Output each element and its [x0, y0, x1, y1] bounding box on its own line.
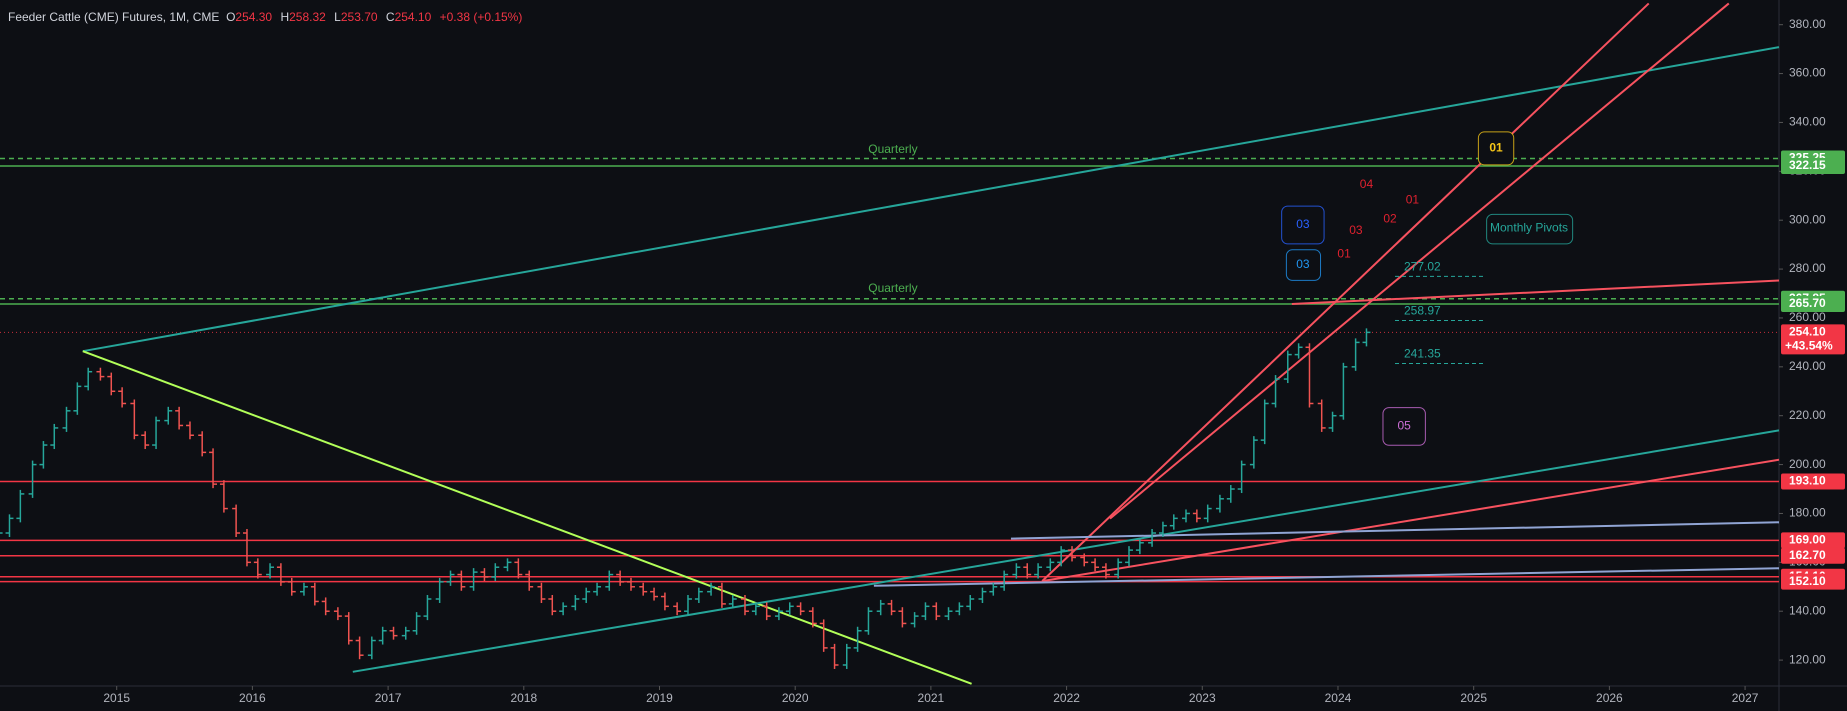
x-tick-label: 2019 [646, 691, 673, 705]
pivot-label: 277.02 [1404, 260, 1441, 274]
annotation-box [1477, 131, 1515, 166]
y-tick-label: 140.00 [1789, 603, 1826, 617]
x-tick-label: 2020 [782, 691, 809, 705]
level-tag-label: 152.10 [1789, 574, 1826, 588]
x-tick-label: 2021 [918, 691, 945, 705]
annotation-box [1281, 205, 1325, 245]
annotation: 03 [1296, 257, 1310, 271]
change: +0.38 (+0.15%) [439, 10, 523, 24]
annotation: 01 [1337, 247, 1351, 261]
annotation-box [1285, 249, 1322, 281]
x-tick-label: 2018 [510, 691, 537, 705]
x-tick-label: 2024 [1325, 691, 1352, 705]
y-tick-label: 360.00 [1789, 66, 1826, 80]
trendline [1291, 279, 1780, 306]
level-tag-bg [1781, 473, 1845, 490]
x-tick-label: 2026 [1596, 691, 1623, 705]
y-tick-label: 220.00 [1789, 408, 1826, 422]
level-tag-bg [1781, 158, 1845, 175]
y-tick-label: 260.00 [1789, 310, 1826, 324]
close-value: 254.10 [394, 10, 432, 24]
y-tick-label: 180.00 [1789, 506, 1826, 520]
level-tag-bg [1781, 296, 1845, 313]
y-tick-label: 120.00 [1789, 652, 1826, 666]
annotation: 03 [1296, 217, 1310, 231]
y-tick-label: 200.00 [1789, 457, 1826, 471]
level-tag-label: 193.10 [1789, 474, 1826, 488]
level-tag-bg [1781, 532, 1845, 549]
x-tick-label: 2017 [375, 691, 402, 705]
y-tick-label: 300.00 [1789, 212, 1826, 226]
y-tick-label: 340.00 [1789, 115, 1826, 129]
last-price-change: +43.54% [1785, 339, 1833, 353]
x-tick-label: 2022 [1053, 691, 1080, 705]
level-tag-bg [1781, 573, 1845, 590]
pivot-label: 258.97 [1404, 304, 1441, 318]
trendline [873, 567, 1780, 587]
annotation: 03 [1349, 223, 1363, 237]
trendline [82, 46, 1780, 353]
y-tick-label: 280.00 [1789, 261, 1826, 275]
annotation: 01 [1489, 141, 1503, 155]
annotation: Monthly Pivots [1490, 221, 1568, 235]
annotation: Quarterly [868, 281, 917, 295]
level-tag-label: 162.70 [1789, 548, 1826, 562]
annotation-box [1486, 213, 1574, 245]
low-label: L [334, 10, 341, 24]
last-price-label: 254.10 [1789, 325, 1826, 339]
y-tick-label: 240.00 [1789, 359, 1826, 373]
level-tag-label: 169.00 [1789, 533, 1826, 547]
x-tick-label: 2015 [103, 691, 130, 705]
annotation: Quarterly [868, 142, 917, 156]
annotation: 04 [1360, 177, 1374, 191]
x-tick-label: 2023 [1189, 691, 1216, 705]
annotation: 01 [1406, 192, 1420, 206]
x-tick-label: 2027 [1732, 691, 1759, 705]
last-price-tag [1781, 324, 1845, 355]
trendline [352, 429, 1780, 673]
high-value: 258.32 [289, 10, 326, 24]
symbol: Feeder Cattle (CME) Futures, 1M, CME [8, 10, 220, 24]
trendline [1041, 458, 1780, 583]
annotation-box [1382, 407, 1426, 446]
level-tag-bg [1781, 547, 1845, 564]
open-label: O [226, 10, 236, 24]
y-tick-label: 380.00 [1789, 17, 1826, 31]
open-value: 254.30 [235, 10, 273, 24]
annotation: 05 [1397, 419, 1411, 433]
x-tick-label: 2025 [1460, 691, 1487, 705]
x-tick-label: 2016 [239, 691, 266, 705]
high-label: H [280, 10, 290, 24]
legend-header: Feeder Cattle (CME) Futures, 1M, CME O25… [8, 10, 527, 24]
level-tag-label: 265.70 [1789, 296, 1826, 310]
close-label: C [385, 10, 395, 24]
pivot-label: 241.35 [1404, 347, 1441, 361]
trendline [1041, 2, 1650, 582]
trendline [1109, 2, 1730, 520]
low-value: 253.70 [340, 10, 378, 24]
trendline [1010, 521, 1780, 540]
annotation: 02 [1383, 211, 1397, 225]
level-tag-label: 322.15 [1789, 158, 1826, 172]
